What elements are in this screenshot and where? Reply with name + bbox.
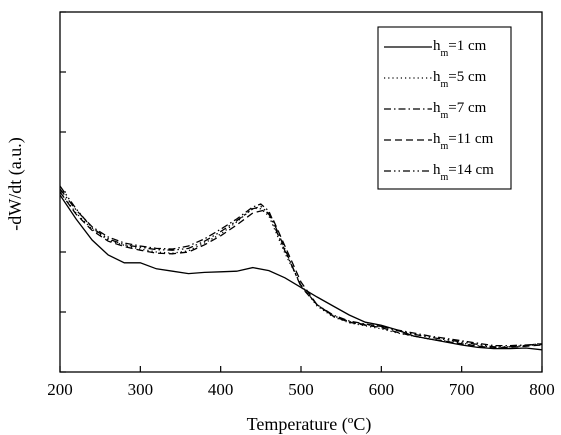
x-axis-title: Temperature (ºC) (247, 414, 372, 435)
y-axis-title: -dW/dt (a.u.) (5, 137, 26, 230)
series-line-3 (59, 188, 543, 347)
legend-label: hm=7 cm (433, 100, 487, 121)
series-line-1 (59, 194, 543, 351)
legend: hm=1 cm hm=5 cm hm=7 cm hm=11 cm hm=14 cm (377, 26, 512, 190)
x-tick-label: 300 (128, 380, 154, 399)
x-tick-label: 200 (47, 380, 73, 399)
legend-label: hm=5 cm (433, 69, 487, 90)
legend-label: hm=1 cm (433, 38, 487, 59)
series-group (59, 185, 543, 351)
x-tick-label: 700 (449, 380, 475, 399)
legend-label: hm=14 cm (433, 162, 494, 183)
x-tick-label: 500 (288, 380, 314, 399)
series-line-5 (59, 185, 543, 348)
y-axis (60, 11, 66, 373)
series-line-2 (59, 191, 543, 349)
x-tick-label: 600 (369, 380, 395, 399)
legend-box (377, 26, 512, 190)
x-tick-label: 400 (208, 380, 234, 399)
legend-label: hm=11 cm (433, 131, 494, 152)
x-tick-label: 800 (529, 380, 555, 399)
series-line-4 (59, 191, 543, 349)
x-axis: 200 300 400 500 600 700 800 (47, 366, 555, 399)
